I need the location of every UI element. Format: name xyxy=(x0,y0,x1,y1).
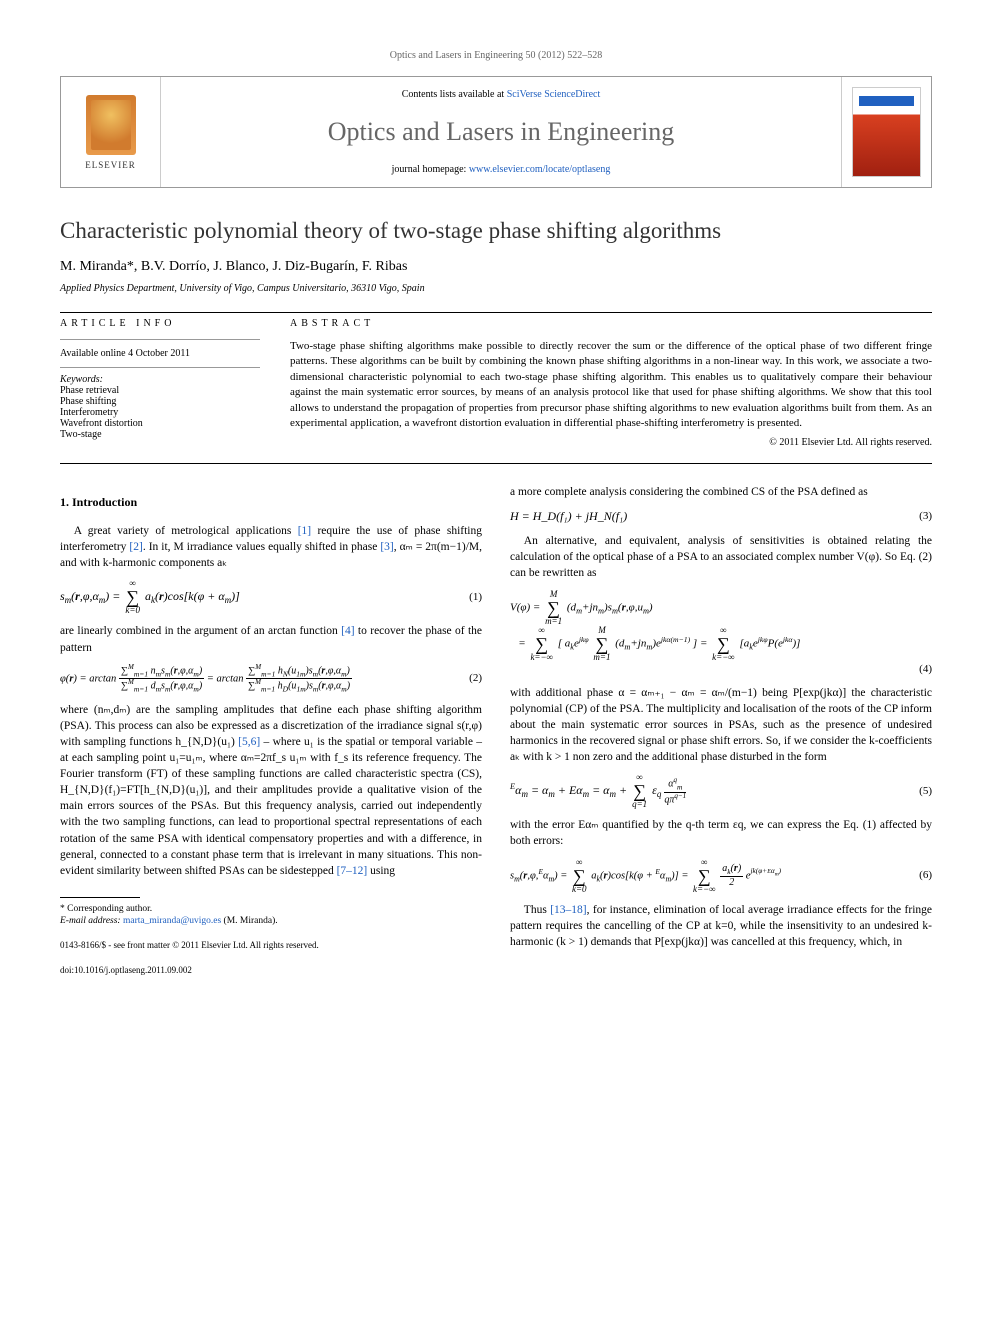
abstract-text: Two-stage phase shifting algorithms make… xyxy=(290,339,932,431)
para: A great variety of metrological applicat… xyxy=(60,523,482,571)
divider xyxy=(60,463,932,464)
journal-name: Optics and Lasers in Engineering xyxy=(328,117,675,147)
keyword: Wavefront distortion xyxy=(60,418,260,429)
ref-link[interactable]: [13–18] xyxy=(550,904,586,916)
ref-link[interactable]: [1] xyxy=(298,525,311,537)
para: with the error Eαₘ quantified by the q-t… xyxy=(510,817,932,849)
email-link[interactable]: marta_miranda@uvigo.es xyxy=(123,916,221,926)
keyword: Two-stage xyxy=(60,429,260,440)
issn-line: 0143-8166/$ - see front matter © 2011 El… xyxy=(60,939,482,952)
keyword: Phase shifting xyxy=(60,396,260,407)
article-info-block: ARTICLE INFO Available online 4 October … xyxy=(60,318,260,448)
para: An alternative, and equivalent, analysis… xyxy=(510,533,932,581)
keyword: Interferometry xyxy=(60,407,260,418)
contents-line: Contents lists available at SciVerse Sci… xyxy=(402,89,601,100)
para: a more complete analysis considering the… xyxy=(510,484,932,500)
text: are linearly combined in the argument of… xyxy=(60,625,341,637)
eq-num: (6) xyxy=(919,868,932,883)
ref-link[interactable]: [4] xyxy=(341,625,354,637)
email-label: E-mail address: xyxy=(60,916,123,926)
math: V(φ) = M∑m=1 (dm+jnm)sm(r,φ,um) = ∞∑k=−∞… xyxy=(510,590,800,662)
homepage-prefix: journal homepage: xyxy=(392,164,469,175)
homepage-line: journal homepage: www.elsevier.com/locat… xyxy=(392,164,611,175)
text: using xyxy=(367,865,395,877)
math: H = H_D(f₁) + jH_N(f₁) xyxy=(510,508,627,525)
equation-5: Eαm = αm + Eαm = αm + ∞∑q=1 εq αqmqπq−1 … xyxy=(510,773,932,809)
running-head: Optics and Lasers in Engineering 50 (201… xyxy=(60,50,932,61)
math: φ(r) = arctan ∑Mm=1 nmsm(r,φ,αm) ∑Mm=1 d… xyxy=(60,664,352,694)
equation-6: sm(r,φ,Eαm) = ∞∑k=0 ak(r)cos[k(φ + Eαm)]… xyxy=(510,858,932,894)
para: where (nₘ,dₘ) are the sampling amplitude… xyxy=(60,702,482,879)
eq-num: (2) xyxy=(469,671,482,686)
abstract-label: ABSTRACT xyxy=(290,318,932,329)
info-label: ARTICLE INFO xyxy=(60,318,260,329)
equation-3: H = H_D(f₁) + jH_N(f₁) (3) xyxy=(510,508,932,525)
text: – where u₁ is the spatial or temporal va… xyxy=(60,736,482,877)
email-who: (M. Miranda). xyxy=(221,916,277,926)
equation-2: φ(r) = arctan ∑Mm=1 nmsm(r,φ,αm) ∑Mm=1 d… xyxy=(60,664,482,694)
para: are linearly combined in the argument of… xyxy=(60,623,482,655)
journal-cover-icon xyxy=(852,87,921,177)
contents-prefix: Contents lists available at xyxy=(402,89,507,100)
corresponding-author: * Corresponding author. xyxy=(60,903,482,915)
sciencedirect-link[interactable]: SciVerse ScienceDirect xyxy=(507,89,601,100)
equation-1: sm(r,φ,αm) = ∞∑k=0 ak(r)cos[k(φ + αm)] (… xyxy=(60,579,482,615)
publisher-logo-box: ELSEVIER xyxy=(61,77,161,187)
math: sm(r,φ,Eαm) = ∞∑k=0 ak(r)cos[k(φ + Eαm)]… xyxy=(510,858,781,894)
ref-link[interactable]: [7–12] xyxy=(337,865,368,877)
article-title: Characteristic polynomial theory of two-… xyxy=(60,218,932,244)
para: Thus [13–18], for instance, elimination … xyxy=(510,902,932,950)
authors: M. Miranda*, B.V. Dorrío, J. Blanco, J. … xyxy=(60,259,932,275)
divider xyxy=(60,367,260,368)
eq-num: (1) xyxy=(469,590,482,605)
doi-line: doi:10.1016/j.optlaseng.2011.09.002 xyxy=(60,964,482,977)
footnote-separator xyxy=(60,897,140,898)
homepage-link[interactable]: www.elsevier.com/locate/optlaseng xyxy=(469,164,611,175)
eq-num: (4) xyxy=(919,662,932,677)
ref-link[interactable]: [5,6] xyxy=(238,736,260,748)
keywords-heading: Keywords: xyxy=(60,374,260,385)
eq-num: (5) xyxy=(919,784,932,799)
section-heading: 1. Introduction xyxy=(60,494,482,511)
math: sm(r,φ,αm) = ∞∑k=0 ak(r)cos[k(φ + αm)] xyxy=(60,579,240,615)
math: Eαm = αm + Eαm = αm + ∞∑q=1 εq αqmqπq−1 xyxy=(510,773,686,809)
cover-box xyxy=(841,77,931,187)
ref-link[interactable]: [2] xyxy=(129,541,142,553)
eq-num: (3) xyxy=(919,509,932,524)
copyright: © 2011 Elsevier Ltd. All rights reserved… xyxy=(290,437,932,448)
equation-4: V(φ) = M∑m=1 (dm+jnm)sm(r,φ,um) = ∞∑k=−∞… xyxy=(510,590,932,677)
affiliation: Applied Physics Department, University o… xyxy=(60,283,932,294)
email-footnote: E-mail address: marta_miranda@uvigo.es (… xyxy=(60,915,482,927)
elsevier-tree-icon xyxy=(86,95,136,155)
ref-link[interactable]: [3] xyxy=(380,541,393,553)
text: . In it, M irradiance values equally shi… xyxy=(143,541,381,553)
para: with additional phase α = αₘ₊₁ − αₘ = αₘ… xyxy=(510,685,932,765)
abstract-block: ABSTRACT Two-stage phase shifting algori… xyxy=(290,318,932,448)
article-body: 1. Introduction A great variety of metro… xyxy=(60,484,932,976)
keyword: Phase retrieval xyxy=(60,385,260,396)
divider xyxy=(60,312,932,313)
text: A great variety of metrological applicat… xyxy=(74,525,298,537)
text: Thus xyxy=(524,904,550,916)
divider xyxy=(60,339,260,340)
available-online: Available online 4 October 2011 xyxy=(60,348,260,359)
masthead-center: Contents lists available at SciVerse Sci… xyxy=(161,77,841,187)
journal-masthead: ELSEVIER Contents lists available at Sci… xyxy=(60,76,932,188)
publisher-label: ELSEVIER xyxy=(85,160,136,170)
